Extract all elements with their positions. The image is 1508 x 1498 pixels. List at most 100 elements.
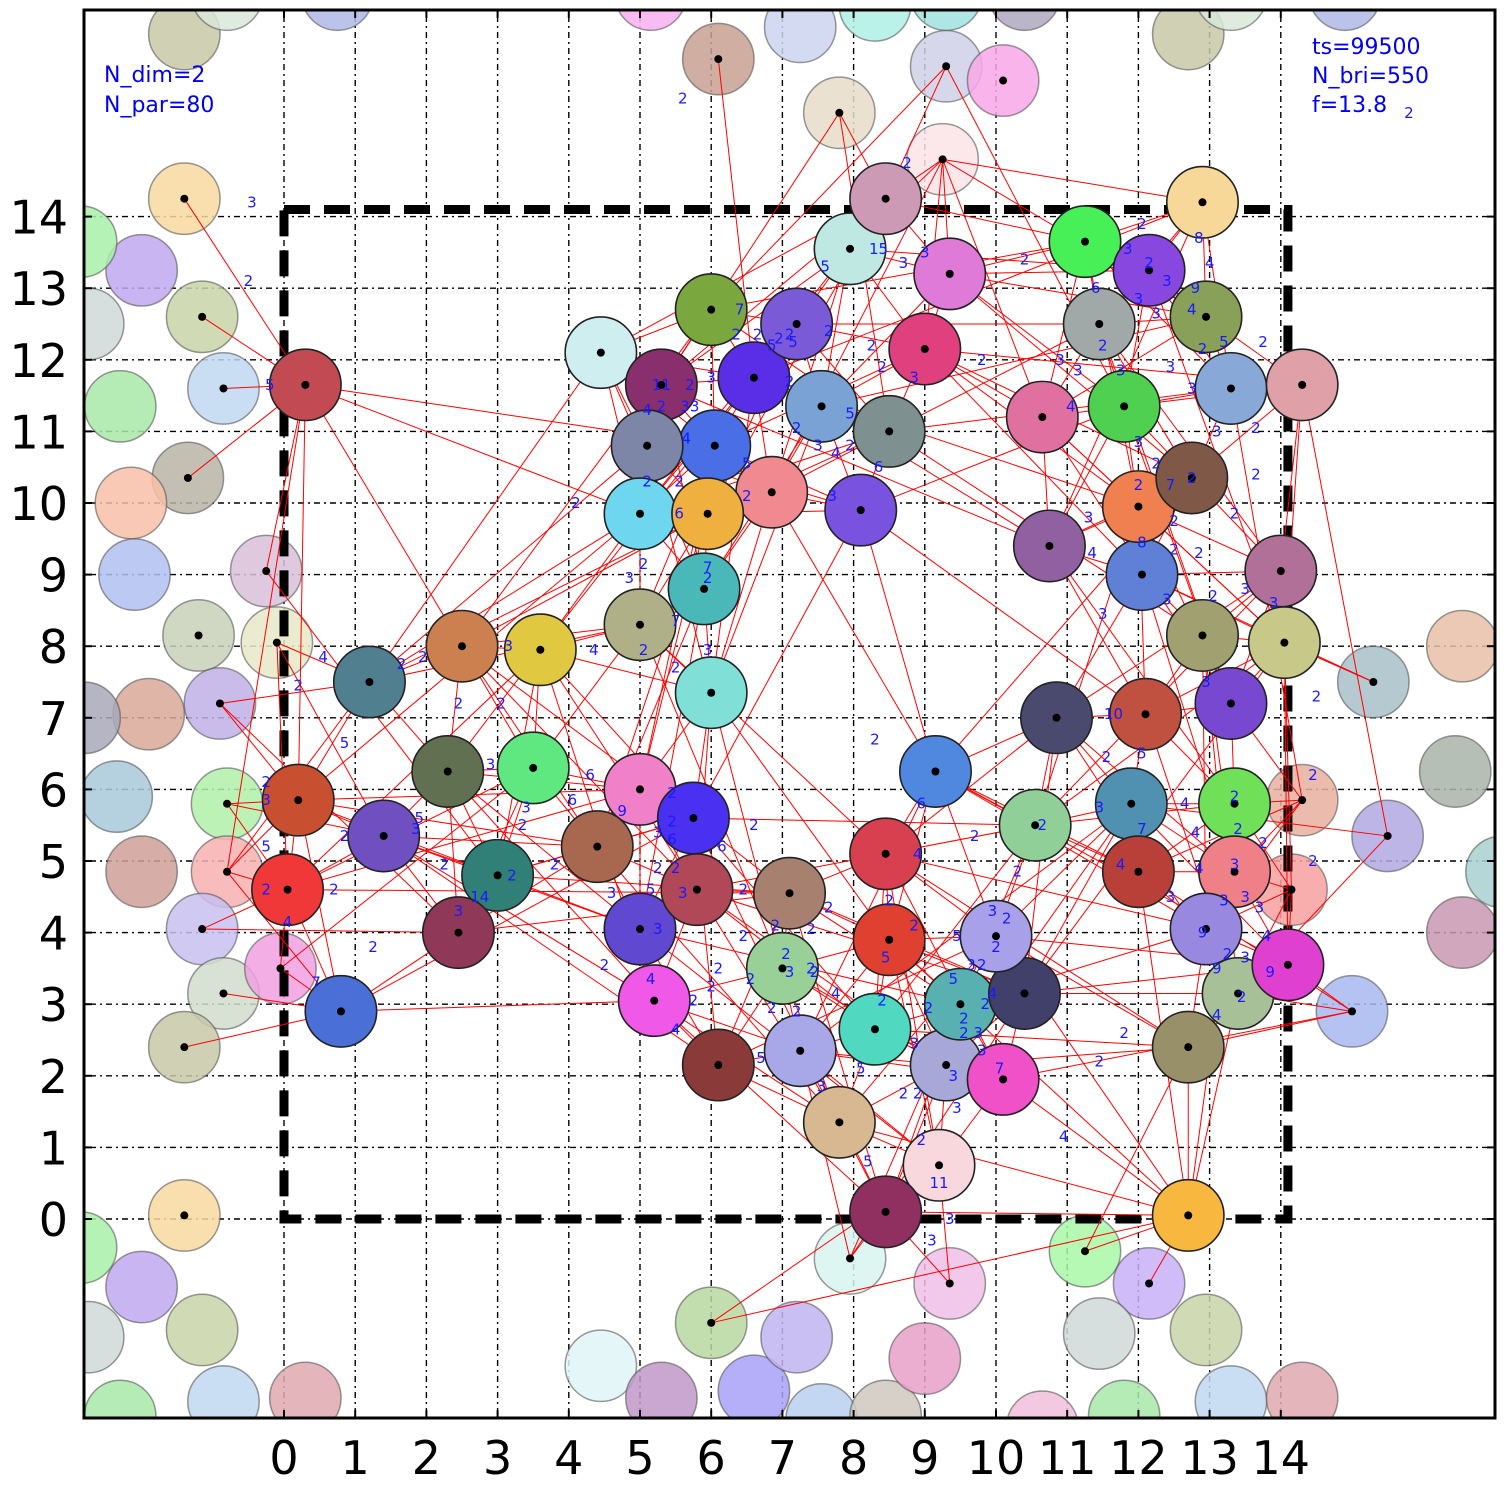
bridge-count-label: 5 (952, 927, 962, 945)
bridge-count-label: 3 (625, 569, 635, 587)
bridge-line (1002, 1078, 1189, 1216)
particle-center (1198, 631, 1207, 640)
bridge-count-label: 2 (1169, 512, 1179, 530)
particle-center (1369, 678, 1378, 686)
particle-center (1095, 320, 1104, 328)
bridge-count-label: 2 (753, 326, 763, 344)
bridge-line (838, 935, 997, 1123)
particle-center (194, 631, 203, 640)
bridge-count-label: 4 (1059, 1128, 1069, 1146)
ghost-particle (1311, 10, 1378, 32)
particle-center (870, 1025, 879, 1034)
particle-center (945, 269, 954, 278)
x-tick-label: 10 (967, 1431, 1026, 1485)
particle-center (1137, 570, 1146, 579)
particle-center (1202, 925, 1211, 934)
bridge-count-label: 3 (706, 369, 716, 387)
y-tick-label: 2 (39, 1050, 68, 1104)
bridge-count-label: 9 (1265, 963, 1275, 981)
bridge-count-label: 2 (977, 956, 987, 974)
bridge-count-label: 2 (368, 938, 378, 956)
particle-center (283, 885, 292, 894)
bridge-count-label: 2 (703, 569, 713, 587)
ghost-particle (1425, 609, 1495, 683)
ghost-particle (991, 10, 1058, 32)
bridge-count-label: 3 (945, 1210, 955, 1228)
bridge-count-label: 2 (746, 970, 756, 988)
ghost-particle (193, 10, 261, 32)
x-tick-label: 1 (341, 1431, 370, 1485)
bridge-count-label: 3 (1240, 949, 1250, 967)
bridge-count-label: 2 (571, 494, 581, 512)
particle-center (1134, 502, 1143, 511)
particle-center (1287, 885, 1296, 894)
particle-center (692, 885, 701, 894)
bridge-line (942, 158, 1203, 203)
particle-center (767, 488, 776, 497)
ghost-particle (1169, 1293, 1243, 1367)
bridge-count-label: 2 (706, 977, 716, 995)
particle-center (1280, 638, 1289, 647)
particle-center (276, 964, 285, 973)
ghost-particle (617, 10, 684, 32)
bridge-count-label: 3 (1269, 594, 1279, 612)
ghost-particle (94, 466, 168, 540)
bridge-count-label: 2 (991, 938, 1001, 956)
x-tick-label: 4 (554, 1431, 583, 1485)
ghost-particle (1418, 735, 1492, 808)
bridge-count-label: 2 (738, 881, 748, 899)
ghost-particle (1151, 10, 1225, 71)
bridge-count-label: 2 (1102, 748, 1112, 766)
bridge-count-label: 2 (496, 694, 506, 712)
bridge-count-label: 3 (909, 369, 919, 387)
bridge-count-label: 3 (977, 1042, 987, 1060)
particle-center (1184, 1211, 1193, 1220)
ghost-particle (717, 1354, 791, 1418)
bridge-count-label: 2 (454, 694, 464, 712)
bridge-count-label: 2 (653, 859, 663, 877)
particle-center (1298, 380, 1307, 389)
bridge-count-label: 2 (1230, 788, 1240, 806)
particle-center (1134, 867, 1143, 876)
bridge-count-label: 3 (813, 437, 823, 455)
bridge-count-label: 3 (1116, 362, 1126, 380)
bridge-line (298, 799, 598, 848)
particle-center (1187, 473, 1196, 482)
particle-center (379, 831, 388, 840)
ghost-particle (1006, 1390, 1078, 1418)
bridge-count-label: 3 (486, 755, 496, 773)
ghost-particle (1465, 835, 1495, 908)
bridge-count-label: 3 (988, 902, 998, 920)
particle-center (536, 645, 545, 654)
ghost-particle (564, 1329, 638, 1403)
bridge-count-label: 2 (518, 816, 528, 834)
bridge-count-label: 2 (924, 999, 934, 1017)
bridge-count-label: 3 (504, 637, 514, 655)
bridge-count-label: 2 (1308, 852, 1318, 870)
particle-center (710, 441, 719, 450)
ghost-particle (838, 10, 912, 42)
particle-center (223, 799, 232, 808)
ghost-particle (760, 1300, 834, 1374)
particle-center (1298, 796, 1307, 805)
bridge-count-label: 2 (1002, 909, 1012, 927)
particle-center (493, 871, 502, 880)
bridge-count-label: 2 (1233, 820, 1243, 838)
bridge-count-label: 2 (899, 1085, 909, 1103)
bridge-count-label: 4 (1187, 301, 1197, 319)
bridge-count-label: 2 (667, 813, 677, 831)
particle-center (992, 932, 1000, 941)
bridge-count-label: 3 (653, 920, 663, 938)
y-tick-label: 3 (39, 978, 68, 1032)
bridge-count-label: 6 (568, 791, 578, 809)
bridge-line (639, 588, 705, 930)
particle-center (1230, 867, 1239, 876)
ghost-particle (98, 538, 171, 612)
bridge-count-label: 5 (845, 405, 855, 423)
bridge-line (949, 273, 1193, 479)
bridge-line (860, 509, 1146, 715)
bridge-count-label: 2 (1404, 104, 1414, 122)
x-tick-label: 3 (483, 1431, 512, 1485)
bridge-line (874, 1028, 1189, 1048)
